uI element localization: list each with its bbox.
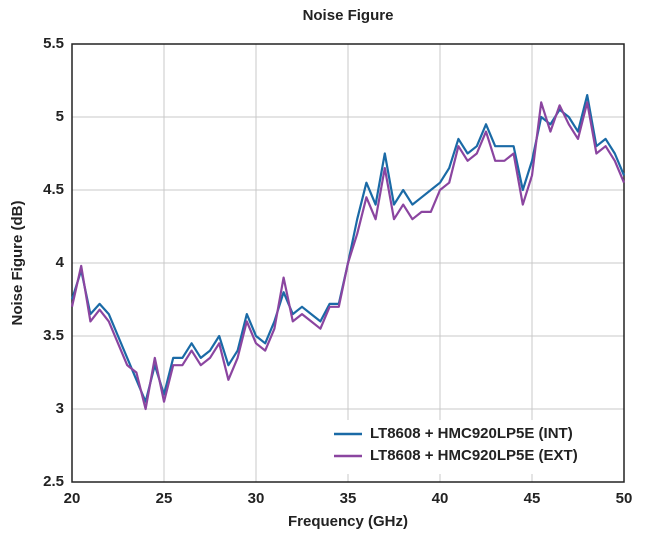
x-tick-label: 40 — [432, 490, 449, 507]
series-line — [70, 101, 626, 411]
plot-frame — [71, 43, 625, 483]
x-tick-label: 20 — [64, 490, 81, 507]
y-tick-label: 4.5 — [43, 181, 64, 198]
x-tick-label: 30 — [248, 490, 265, 507]
y-tick-label: 2.5 — [43, 473, 64, 490]
legend-box — [328, 420, 618, 474]
y-tick-label: 4 — [56, 254, 65, 271]
y-tick-label: 5 — [56, 108, 64, 125]
x-tick-label: 35 — [340, 490, 357, 507]
y-tick-label: 3.5 — [43, 327, 64, 344]
legend-label: LT8608 + HMC920LP5E (INT) — [370, 425, 573, 442]
x-axis-label: Frequency (GHz) — [288, 513, 408, 530]
legend-label: LT8608 + HMC920LP5E (EXT) — [370, 447, 578, 464]
y-tick-label: 3 — [56, 400, 64, 417]
chart-title: Noise Figure — [303, 7, 394, 24]
x-tick-label: 50 — [616, 490, 633, 507]
x-tick-label: 45 — [524, 490, 541, 507]
y-axis-label: Noise Figure (dB) — [9, 200, 26, 325]
y-tick-label: 5.5 — [43, 35, 64, 52]
x-tick-label: 25 — [156, 490, 173, 507]
